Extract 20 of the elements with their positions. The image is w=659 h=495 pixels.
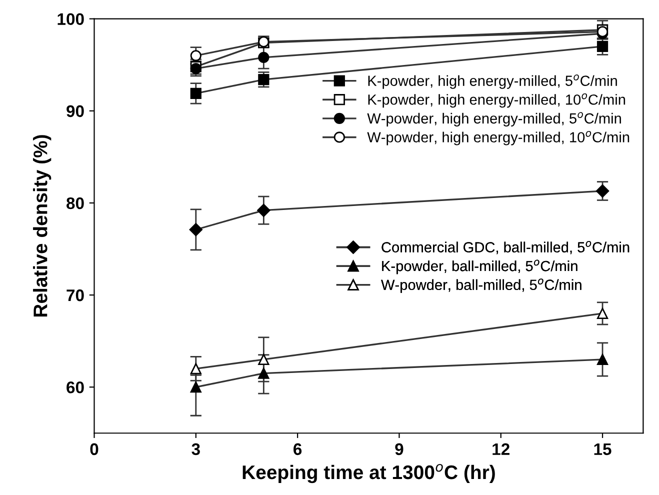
y-tick-label: 90 <box>66 105 84 118</box>
legend-label: K-powder, high energy-milled, 10$^{o}$C/min <box>368 93 626 108</box>
y-tick-label: 100 <box>58 13 84 26</box>
legend-label: K-powder, ball-milled, 5$^{o}$C/min <box>382 260 578 274</box>
x-tick-label: 15 <box>594 443 612 456</box>
x-tick-label: 6 <box>294 443 302 456</box>
x-axis-title: Keeping time at 1300$^{o}$C (hr) <box>242 464 495 484</box>
y-tick-label: 70 <box>66 289 84 302</box>
y-tick-label: 60 <box>66 381 84 394</box>
legend-label: W-powder, ball-milled, 5$^{o}$C/min <box>381 278 582 293</box>
x-tick-label: 12 <box>492 443 510 455</box>
x-tick-label: 0 <box>90 443 98 456</box>
y-tick-label: 80 <box>66 197 84 210</box>
legend-label: W-powder, high energy-milled, 10$^{o}$C/min <box>367 130 630 146</box>
legend-label: W-powder, high energy-milled, 5$^{o}$C/min <box>367 112 621 126</box>
legend-label: Commercial GDC, ball-milled, 5$^{o}$C/min <box>382 240 630 254</box>
y-axis-title: Relative density (%) <box>33 135 52 317</box>
x-tick-label: 3 <box>192 443 200 456</box>
legend-label: K-powder, high energy-milled, 5$^{o}$C/min <box>368 74 617 89</box>
x-tick-label: 9 <box>395 443 404 456</box>
